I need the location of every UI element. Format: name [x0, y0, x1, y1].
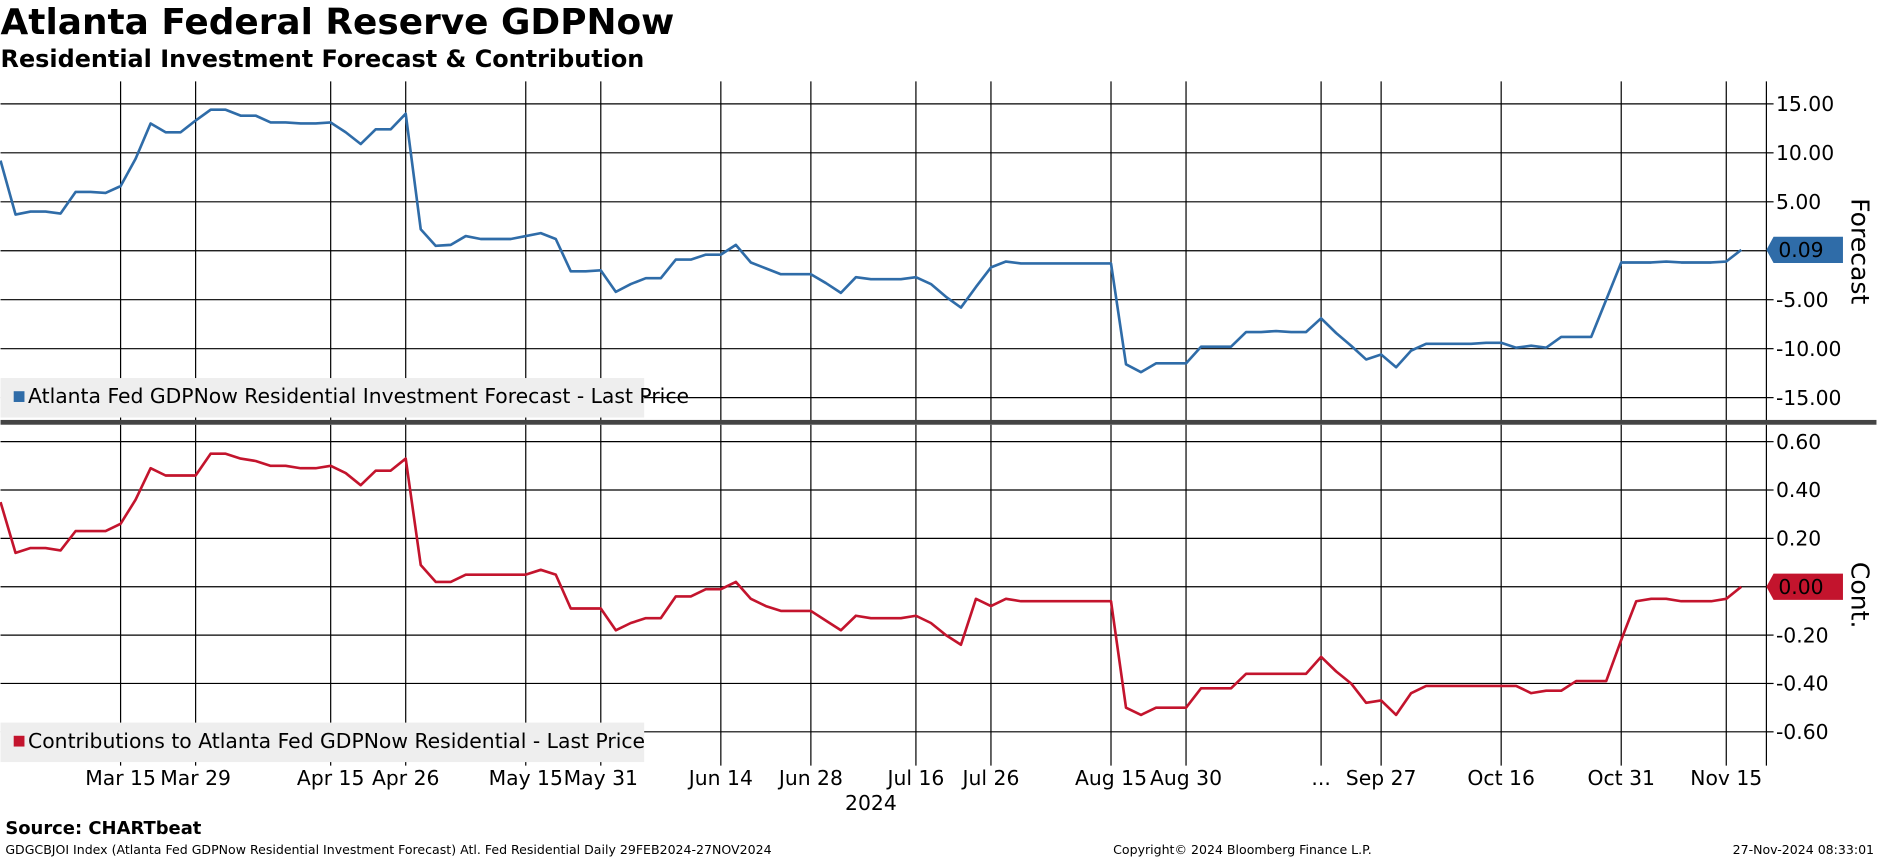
x-tick-label: Nov 15	[1690, 766, 1762, 790]
current-value-badge	[1766, 236, 1843, 264]
chart-subtitle: Residential Investment Forecast & Contri…	[1, 45, 645, 73]
x-tick-label: May 31	[564, 766, 638, 790]
legend-box	[0, 378, 645, 418]
series-line	[0, 108, 1743, 374]
x-tick-label: Oct 16	[1467, 766, 1534, 790]
x-tick-label: ...	[1311, 766, 1330, 790]
x-tick-label: May 15	[489, 766, 563, 790]
source: Source: CHARTbeat	[5, 818, 201, 839]
y-axis-label: Cont.	[1846, 562, 1875, 629]
y-axis-label: Forecast	[1846, 198, 1875, 304]
y-tick-label: -0.40	[1776, 672, 1829, 696]
y-tick-label: 15.00	[1776, 92, 1834, 116]
y-tick-label: 5.00	[1776, 190, 1821, 214]
timestamp: 27-Nov-2024 08:33:01	[1733, 842, 1874, 857]
legend-swatch	[13, 735, 25, 747]
x-tick-label: Apr 15	[297, 766, 364, 790]
legend-swatch	[13, 391, 25, 402]
series-line	[0, 452, 1743, 717]
chart-title: Atlanta Federal Reserve GDPNow	[1, 2, 675, 43]
legend-box	[0, 722, 645, 763]
y-tick-label: -0.60	[1776, 720, 1829, 744]
panel-separator	[0, 419, 1877, 425]
x-tick-label: Aug 15	[1075, 766, 1147, 790]
current-value-label: 0.00	[1778, 575, 1823, 599]
x-tick-label: Aug 30	[1150, 766, 1222, 790]
y-tick-label: -15.00	[1776, 386, 1842, 410]
x-tick-label: Mar 15	[85, 766, 156, 790]
y-tick-label: 10.00	[1776, 141, 1834, 165]
legend-label: Atlanta Fed GDPNow Residential Investmen…	[28, 384, 689, 408]
x-tick-label: Jun 28	[777, 766, 843, 790]
x-tick-label: Mar 29	[160, 766, 231, 790]
y-tick-label: -10.00	[1776, 337, 1842, 361]
legend-label: Contributions to Atlanta Fed GDPNow Resi…	[28, 729, 645, 753]
x-tick-label: Jun 14	[687, 766, 753, 790]
y-tick-label: 0.40	[1776, 478, 1821, 502]
x-tick-label: Jul 16	[885, 766, 944, 790]
y-tick-label: 0.60	[1776, 430, 1821, 454]
x-tick-label: Sep 27	[1346, 766, 1417, 790]
y-tick-label: -5.00	[1776, 288, 1829, 312]
current-value-badge	[1766, 573, 1843, 600]
x-tick-label: Apr 26	[372, 766, 440, 790]
y-tick-label: -0.20	[1776, 623, 1829, 647]
y-tick-label: 0.20	[1776, 527, 1821, 551]
copyright: Copyright© 2024 Bloomberg Finance L.P.	[1113, 842, 1372, 857]
x-tick-label: Oct 31	[1587, 766, 1654, 790]
x-tick-label: Jul 26	[961, 766, 1020, 790]
footer-description: GDGCBJOI Index (Atlanta Fed GDPNow Resid…	[5, 842, 771, 857]
x-axis-label: 2024	[845, 791, 897, 815]
current-value-label: 0.09	[1778, 238, 1823, 262]
